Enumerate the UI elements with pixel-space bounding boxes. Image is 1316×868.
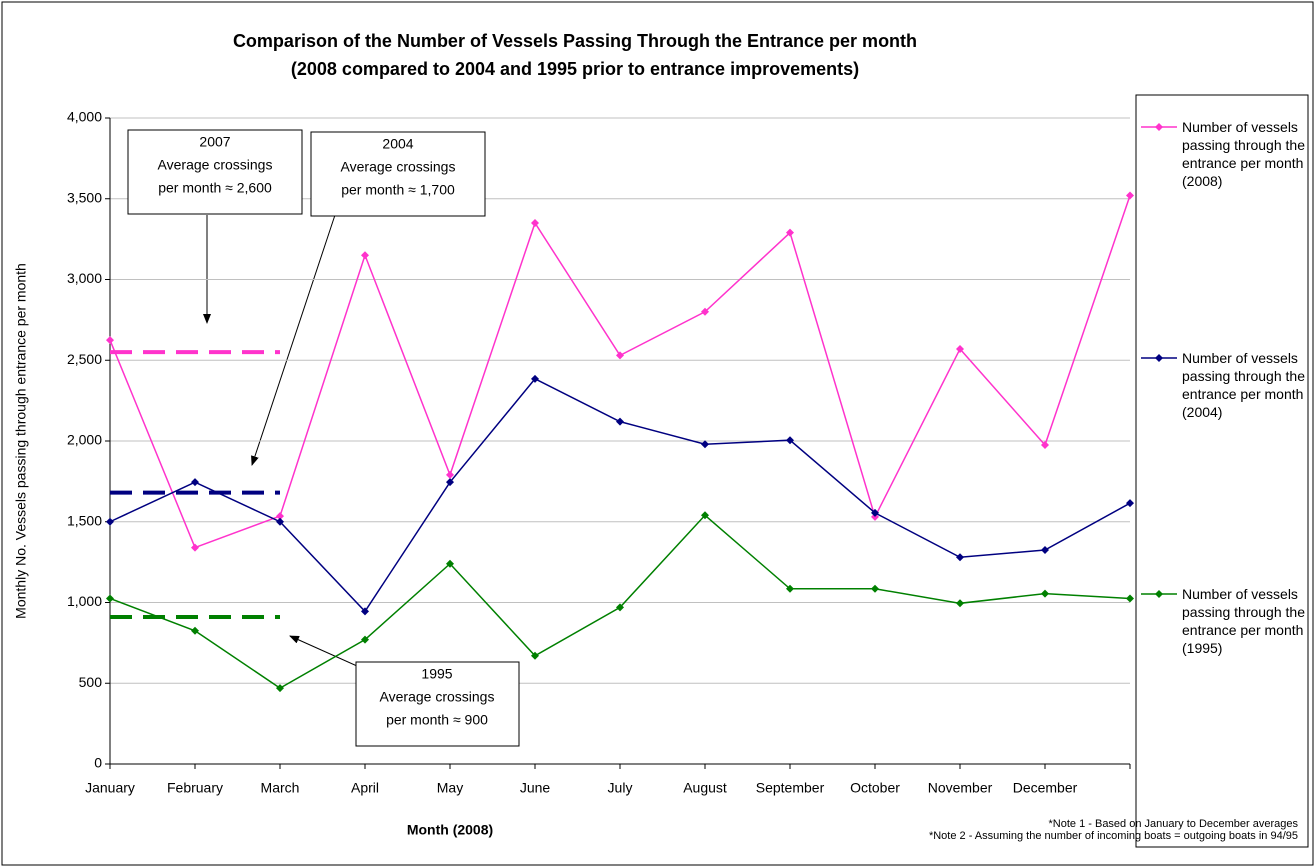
x-tick-label: December bbox=[1013, 780, 1078, 796]
point bbox=[786, 228, 794, 237]
point bbox=[106, 594, 114, 603]
x-tick-label: November bbox=[928, 780, 993, 796]
annotation-text: 1995 bbox=[421, 666, 452, 682]
point bbox=[361, 635, 369, 644]
chart-title: (2008 compared to 2004 and 1995 prior to… bbox=[291, 59, 859, 79]
point bbox=[701, 440, 709, 449]
annotation-text: per month ≈ 1,700 bbox=[341, 182, 455, 198]
y-tick-label: 1,500 bbox=[67, 512, 102, 528]
point bbox=[701, 511, 709, 520]
y-tick-label: 4,000 bbox=[67, 109, 102, 125]
point bbox=[956, 599, 964, 608]
point bbox=[191, 543, 199, 552]
annotation-text: Average crossings bbox=[158, 157, 273, 173]
chart-title: Comparison of the Number of Vessels Pass… bbox=[233, 31, 917, 51]
note: *Note 1 - Based on January to December a… bbox=[1049, 818, 1299, 830]
point bbox=[276, 512, 284, 521]
annotation-box bbox=[355, 661, 520, 747]
y-tick-label: 2,500 bbox=[67, 351, 102, 367]
x-tick-label: February bbox=[167, 780, 223, 796]
x-tick-label: September bbox=[756, 780, 825, 796]
point bbox=[616, 603, 624, 612]
point bbox=[191, 626, 199, 635]
x-tick-label: July bbox=[608, 780, 633, 796]
point bbox=[191, 478, 199, 487]
x-tick-label: October bbox=[850, 780, 900, 796]
annotation-text: 2007 bbox=[199, 134, 230, 150]
legend-box bbox=[1135, 94, 1309, 848]
annotation-text: per month ≈ 2,600 bbox=[158, 180, 272, 196]
point bbox=[786, 436, 794, 445]
legend-marker bbox=[1155, 354, 1163, 362]
x-tick-label: August bbox=[683, 780, 727, 796]
y-tick-label: 3,000 bbox=[67, 270, 102, 286]
point bbox=[106, 336, 114, 345]
legend-label: Number of vessels passing through the en… bbox=[1182, 119, 1305, 189]
annotation-box bbox=[310, 131, 486, 217]
x-tick-label: January bbox=[85, 780, 135, 796]
point bbox=[1126, 499, 1134, 508]
legend-marker bbox=[1155, 590, 1163, 598]
point bbox=[1041, 441, 1049, 450]
point bbox=[446, 478, 454, 487]
point bbox=[956, 344, 964, 353]
point bbox=[106, 517, 114, 526]
point bbox=[871, 508, 879, 517]
x-tick-label: May bbox=[437, 780, 463, 796]
point bbox=[531, 651, 539, 660]
point bbox=[871, 584, 879, 593]
annotation-text: Average crossings bbox=[380, 689, 495, 705]
point bbox=[531, 218, 539, 227]
annotation-box bbox=[127, 129, 303, 215]
x-tick-label: March bbox=[261, 780, 300, 796]
legend-label: Number of vessels passing through the en… bbox=[1182, 350, 1305, 420]
x-tick-label: June bbox=[520, 780, 551, 796]
point bbox=[1041, 589, 1049, 598]
point bbox=[1126, 594, 1134, 603]
y-axis-label: Monthly No. Vessels passing through entr… bbox=[13, 263, 29, 619]
legend-marker bbox=[1155, 123, 1163, 131]
annotation-text: Average crossings bbox=[341, 159, 456, 175]
point bbox=[361, 607, 369, 616]
annotation-text: per month ≈ 900 bbox=[386, 712, 488, 728]
note: *Note 2 - Assuming the number of incomin… bbox=[929, 830, 1298, 842]
x-tick-label: April bbox=[351, 780, 379, 796]
y-tick-label: 1,000 bbox=[67, 593, 102, 609]
legend-label: Number of vessels passing through the en… bbox=[1182, 586, 1305, 656]
x-axis-label: Month (2008) bbox=[407, 822, 493, 838]
point bbox=[701, 307, 709, 316]
point bbox=[1041, 546, 1049, 555]
point bbox=[1126, 191, 1134, 200]
point bbox=[786, 584, 794, 593]
annotation-text: 2004 bbox=[382, 136, 413, 152]
point bbox=[616, 417, 624, 426]
point bbox=[531, 374, 539, 383]
point bbox=[871, 512, 879, 521]
point bbox=[276, 684, 284, 693]
y-tick-label: 500 bbox=[79, 674, 103, 690]
y-tick-label: 2,000 bbox=[67, 432, 102, 448]
point bbox=[446, 470, 454, 479]
point bbox=[956, 553, 964, 562]
point bbox=[361, 251, 369, 260]
y-tick-label: 0 bbox=[94, 755, 102, 771]
point bbox=[446, 559, 454, 568]
point bbox=[616, 351, 624, 360]
arrow bbox=[251, 214, 336, 466]
y-tick-label: 3,500 bbox=[67, 189, 102, 205]
point bbox=[276, 517, 284, 526]
